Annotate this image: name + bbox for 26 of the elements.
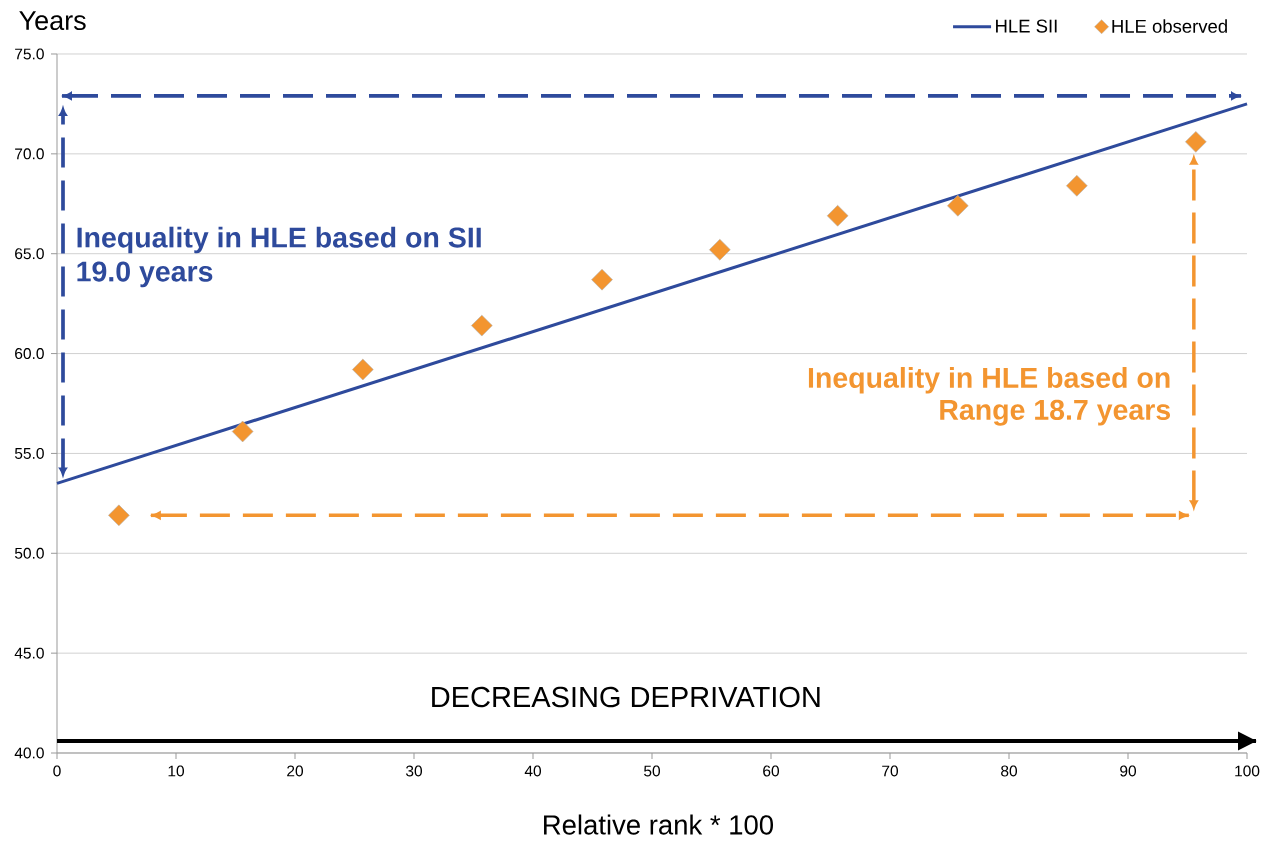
y-tick-label: 70.0 [15, 148, 44, 160]
y-tick-label: 75.0 [15, 48, 44, 60]
annotation: Inequality in HLE based on SII 19.0 years [77, 226, 481, 288]
y-tick-label: 45.0 [14, 647, 44, 659]
x-tick-label: 40 [524, 765, 542, 777]
x-tick-label: 80 [1001, 765, 1018, 777]
y-tick-label: 60.0 [15, 348, 44, 360]
legend-label: HLE SII [996, 19, 1057, 33]
y-tick-label: 40.0 [14, 747, 44, 759]
y-tick-label: 50.0 [14, 547, 44, 559]
x-tick-label: 20 [287, 765, 304, 777]
annotation: Inequality in HLE based on Range 18.7 years [808, 366, 1171, 426]
y-tick-label: 55.0 [14, 447, 44, 459]
y-axis-title: Years [19, 11, 86, 31]
x-tick-label: 70 [882, 765, 899, 777]
x-tick-label: 30 [405, 765, 423, 777]
x-tick-label: 60 [763, 765, 780, 777]
x-tick-label: 100 [1235, 765, 1260, 777]
x-tick-label: 0 [53, 765, 61, 777]
x-axis-title: Relative rank * 100 [544, 814, 773, 835]
legend-label: HLE observed [1112, 19, 1227, 33]
x-tick-label: 10 [168, 765, 185, 777]
annotation: DECREASING DEPRIVATION [432, 686, 820, 708]
y-tick-label: 65.0 [15, 248, 44, 260]
x-tick-label: 50 [644, 765, 661, 777]
x-tick-label: 90 [1120, 765, 1137, 777]
